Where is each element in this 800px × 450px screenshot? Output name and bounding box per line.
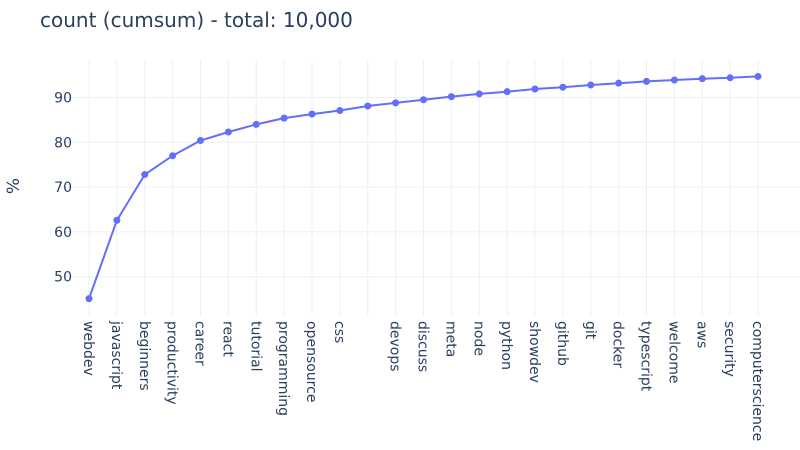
data-point <box>503 88 511 96</box>
data-point <box>698 75 706 83</box>
x-tick-label: docker <box>610 321 626 368</box>
data-point <box>85 295 93 303</box>
x-tick-label: devops <box>387 321 403 372</box>
x-tick-label: discuss <box>415 321 431 372</box>
y-tick-label: 90 <box>54 91 72 107</box>
data-point <box>224 128 232 136</box>
x-tick-label: javascript <box>108 320 124 390</box>
x-axis-ticks: webdev javascript beginners productivity car… <box>80 320 765 441</box>
x-tick-label: beginners <box>136 321 152 391</box>
x-tick-label: webdev <box>80 321 96 376</box>
x-tick-label: github <box>554 321 570 366</box>
data-point <box>364 102 372 110</box>
y-gridlines <box>60 97 800 278</box>
chart-title: count (cumsum) - total: 10,000 <box>40 8 353 32</box>
x-tick-label: tutorial <box>247 321 263 372</box>
data-point <box>392 99 400 107</box>
data-point <box>197 137 204 145</box>
data-point <box>754 72 762 80</box>
data-point <box>615 79 623 87</box>
y-axis-title: % <box>4 178 24 194</box>
x-tick-label: security <box>721 321 737 377</box>
x-tick-label: meta <box>442 321 458 357</box>
y-tick-label: 80 <box>54 135 72 151</box>
x-tick-label: opensource <box>303 321 319 402</box>
x-tick-label: computerscience <box>749 321 765 441</box>
x-tick-label: productivity <box>164 321 180 405</box>
data-point <box>336 106 344 114</box>
data-point <box>643 77 650 85</box>
data-point <box>141 171 149 179</box>
data-point-markers <box>85 72 762 303</box>
data-point <box>252 120 260 128</box>
x-tick-label: typescript <box>638 321 654 392</box>
data-point <box>420 96 427 104</box>
data-point <box>169 152 177 160</box>
x-tick-label: programming <box>275 321 291 416</box>
data-point <box>670 76 678 84</box>
x-tick-label: css <box>331 321 347 343</box>
y-tick-label: 70 <box>54 180 72 196</box>
y-tick-label: 50 <box>54 270 72 286</box>
data-point <box>280 114 288 122</box>
data-point <box>587 81 595 89</box>
data-point <box>447 93 455 101</box>
x-tick-label: react <box>219 321 235 357</box>
x-tick-label: career <box>192 321 208 366</box>
x-tick-label: node <box>470 321 486 356</box>
data-point <box>113 216 121 224</box>
x-tick-label: welcome <box>665 321 681 383</box>
x-gridlines <box>88 60 759 316</box>
y-axis-ticks: 50 60 70 80 90 <box>54 91 72 286</box>
x-tick-label: showdev <box>526 321 542 383</box>
data-point <box>308 110 316 118</box>
y-tick-label: 60 <box>54 225 72 241</box>
data-point <box>475 90 483 98</box>
x-tick-label: python <box>498 321 514 370</box>
data-point <box>559 83 567 91</box>
x-tick-label: git <box>582 321 598 340</box>
data-point <box>726 74 734 82</box>
x-tick-label: aws <box>693 321 709 348</box>
data-point <box>531 85 539 93</box>
